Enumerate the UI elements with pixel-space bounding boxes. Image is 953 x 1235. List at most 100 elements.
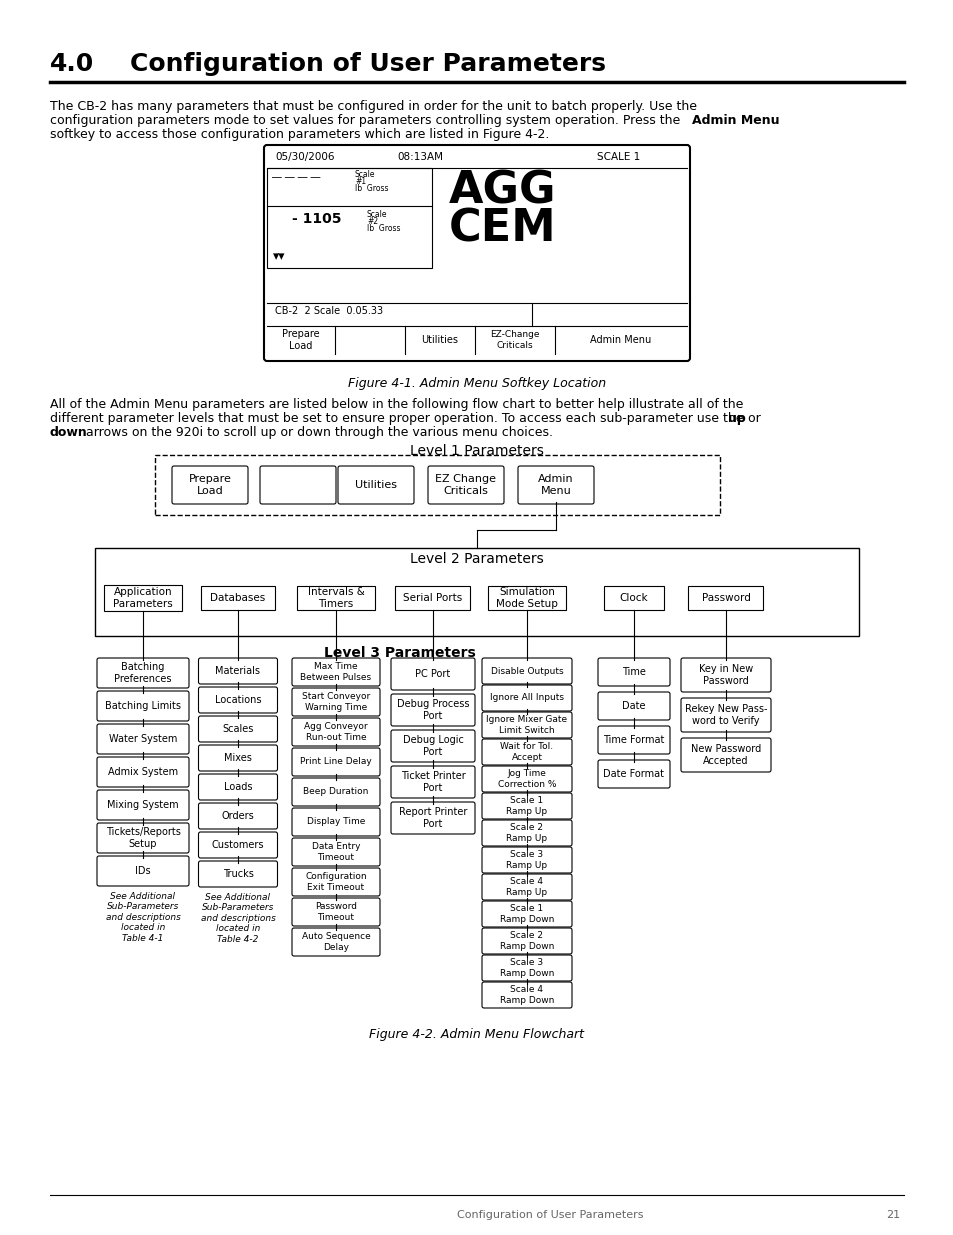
Text: IDs: IDs xyxy=(135,866,151,876)
FancyBboxPatch shape xyxy=(391,694,475,726)
FancyBboxPatch shape xyxy=(198,658,277,684)
FancyBboxPatch shape xyxy=(172,466,248,504)
Text: 08:13AM: 08:13AM xyxy=(396,152,442,162)
FancyBboxPatch shape xyxy=(292,748,379,776)
Text: 05/30/2006: 05/30/2006 xyxy=(274,152,335,162)
Text: Scale 1
Ramp Down: Scale 1 Ramp Down xyxy=(499,904,554,924)
Text: Admin
Menu: Admin Menu xyxy=(537,474,573,495)
Text: ― ― ― ―: ― ― ― ― xyxy=(272,172,320,182)
Text: Scales: Scales xyxy=(222,724,253,734)
Text: Start Conveyor
Warning Time: Start Conveyor Warning Time xyxy=(301,693,370,711)
Text: Configuration
Exit Timeout: Configuration Exit Timeout xyxy=(305,872,366,892)
FancyBboxPatch shape xyxy=(292,718,379,746)
FancyBboxPatch shape xyxy=(97,724,189,755)
FancyBboxPatch shape xyxy=(481,793,572,819)
Text: Level 1 Parameters: Level 1 Parameters xyxy=(410,445,543,458)
Text: Configuration of User Parameters: Configuration of User Parameters xyxy=(456,1210,642,1220)
Text: Prepare
Load: Prepare Load xyxy=(282,330,319,351)
Text: Databases: Databases xyxy=(211,593,265,603)
Text: Display Time: Display Time xyxy=(307,818,365,826)
FancyBboxPatch shape xyxy=(292,898,379,926)
FancyBboxPatch shape xyxy=(198,803,277,829)
FancyBboxPatch shape xyxy=(598,692,669,720)
Text: Tickets/Reports
Setup: Tickets/Reports Setup xyxy=(106,827,180,848)
Text: Date Format: Date Format xyxy=(603,769,664,779)
FancyBboxPatch shape xyxy=(391,766,475,798)
Text: SCALE 1: SCALE 1 xyxy=(597,152,639,162)
FancyBboxPatch shape xyxy=(104,585,182,611)
Text: Debug Logic
Port: Debug Logic Port xyxy=(402,735,463,757)
FancyBboxPatch shape xyxy=(517,466,594,504)
Text: New Password
Accepted: New Password Accepted xyxy=(690,745,760,766)
FancyBboxPatch shape xyxy=(292,839,379,866)
FancyBboxPatch shape xyxy=(598,658,669,685)
Text: Scale 4
Ramp Down: Scale 4 Ramp Down xyxy=(499,986,554,1005)
Text: Scale 4
Ramp Up: Scale 4 Ramp Up xyxy=(506,877,547,897)
Text: 4.0: 4.0 xyxy=(50,52,94,77)
Text: EZ Change
Criticals: EZ Change Criticals xyxy=(435,474,496,495)
FancyBboxPatch shape xyxy=(481,713,572,739)
Text: softkey to access those configuration parameters which are listed in Figure 4-2.: softkey to access those configuration pa… xyxy=(50,128,549,141)
Text: See Additional
Sub-Parameters
and descriptions
located in
Table 4-1: See Additional Sub-Parameters and descri… xyxy=(106,892,180,942)
FancyBboxPatch shape xyxy=(260,466,335,504)
Text: Scale 3
Ramp Up: Scale 3 Ramp Up xyxy=(506,851,547,869)
FancyBboxPatch shape xyxy=(481,766,572,792)
Text: Max Time
Between Pulses: Max Time Between Pulses xyxy=(300,662,371,682)
FancyBboxPatch shape xyxy=(97,757,189,787)
Text: PC Port: PC Port xyxy=(415,669,450,679)
Text: Report Printer
Port: Report Printer Port xyxy=(398,808,467,829)
Text: down: down xyxy=(50,426,88,438)
Text: Scale 3
Ramp Down: Scale 3 Ramp Down xyxy=(499,958,554,978)
Text: See Additional
Sub-Parameters
and descriptions
located in
Table 4-2: See Additional Sub-Parameters and descri… xyxy=(200,893,275,944)
Text: Scale 1
Ramp Up: Scale 1 Ramp Up xyxy=(506,797,547,815)
Text: Disable Outputs: Disable Outputs xyxy=(490,667,562,676)
Text: Debug Process
Port: Debug Process Port xyxy=(396,699,469,721)
FancyBboxPatch shape xyxy=(292,927,379,956)
Text: Key in New
Password: Key in New Password xyxy=(699,664,752,685)
FancyBboxPatch shape xyxy=(481,874,572,900)
FancyBboxPatch shape xyxy=(598,760,669,788)
Text: Configuration of User Parameters: Configuration of User Parameters xyxy=(130,52,605,77)
Text: #2: #2 xyxy=(367,217,377,226)
Text: Locations: Locations xyxy=(214,695,261,705)
FancyBboxPatch shape xyxy=(688,585,762,610)
Text: Ticket Printer
Port: Ticket Printer Port xyxy=(400,771,465,793)
Text: Utilities: Utilities xyxy=(421,335,458,345)
FancyBboxPatch shape xyxy=(391,802,475,834)
FancyBboxPatch shape xyxy=(292,868,379,897)
Text: arrows on the 920i to scroll up or down through the various menu choices.: arrows on the 920i to scroll up or down … xyxy=(82,426,553,438)
Text: Clock: Clock xyxy=(619,593,648,603)
Text: Ignore All Inputs: Ignore All Inputs xyxy=(490,694,563,703)
FancyBboxPatch shape xyxy=(481,955,572,981)
Text: Admin Menu: Admin Menu xyxy=(590,335,651,345)
Text: Simulation
Mode Setup: Simulation Mode Setup xyxy=(496,587,558,609)
Text: Materials: Materials xyxy=(215,666,260,676)
FancyBboxPatch shape xyxy=(264,144,689,361)
FancyBboxPatch shape xyxy=(198,716,277,742)
FancyBboxPatch shape xyxy=(296,585,375,610)
FancyBboxPatch shape xyxy=(97,692,189,721)
FancyBboxPatch shape xyxy=(267,168,432,268)
Text: Time: Time xyxy=(621,667,645,677)
Text: Beep Duration: Beep Duration xyxy=(303,788,368,797)
FancyBboxPatch shape xyxy=(292,808,379,836)
Text: Level 3 Parameters: Level 3 Parameters xyxy=(324,646,476,659)
Text: Figure 4-1. Admin Menu Softkey Location: Figure 4-1. Admin Menu Softkey Location xyxy=(348,377,605,390)
Text: All of the Admin Menu parameters are listed below in the following flow chart to: All of the Admin Menu parameters are lis… xyxy=(50,398,742,411)
Text: Scale 2
Ramp Up: Scale 2 Ramp Up xyxy=(506,824,547,842)
Text: Ignore Mixer Gate
Limit Switch: Ignore Mixer Gate Limit Switch xyxy=(486,715,567,735)
Text: Trucks: Trucks xyxy=(222,869,253,879)
FancyBboxPatch shape xyxy=(198,745,277,771)
FancyBboxPatch shape xyxy=(395,585,470,610)
FancyBboxPatch shape xyxy=(292,778,379,806)
Text: Loads: Loads xyxy=(224,782,252,792)
Text: Application
Parameters: Application Parameters xyxy=(113,587,172,609)
Text: Admin Menu: Admin Menu xyxy=(691,114,779,127)
FancyBboxPatch shape xyxy=(481,658,572,684)
Text: Intervals &
Timers: Intervals & Timers xyxy=(307,587,364,609)
FancyBboxPatch shape xyxy=(95,548,858,636)
FancyBboxPatch shape xyxy=(201,585,274,610)
FancyBboxPatch shape xyxy=(391,658,475,690)
Text: Batching Limits: Batching Limits xyxy=(105,701,181,711)
Text: Jog Time
Correction %: Jog Time Correction % xyxy=(497,769,556,789)
